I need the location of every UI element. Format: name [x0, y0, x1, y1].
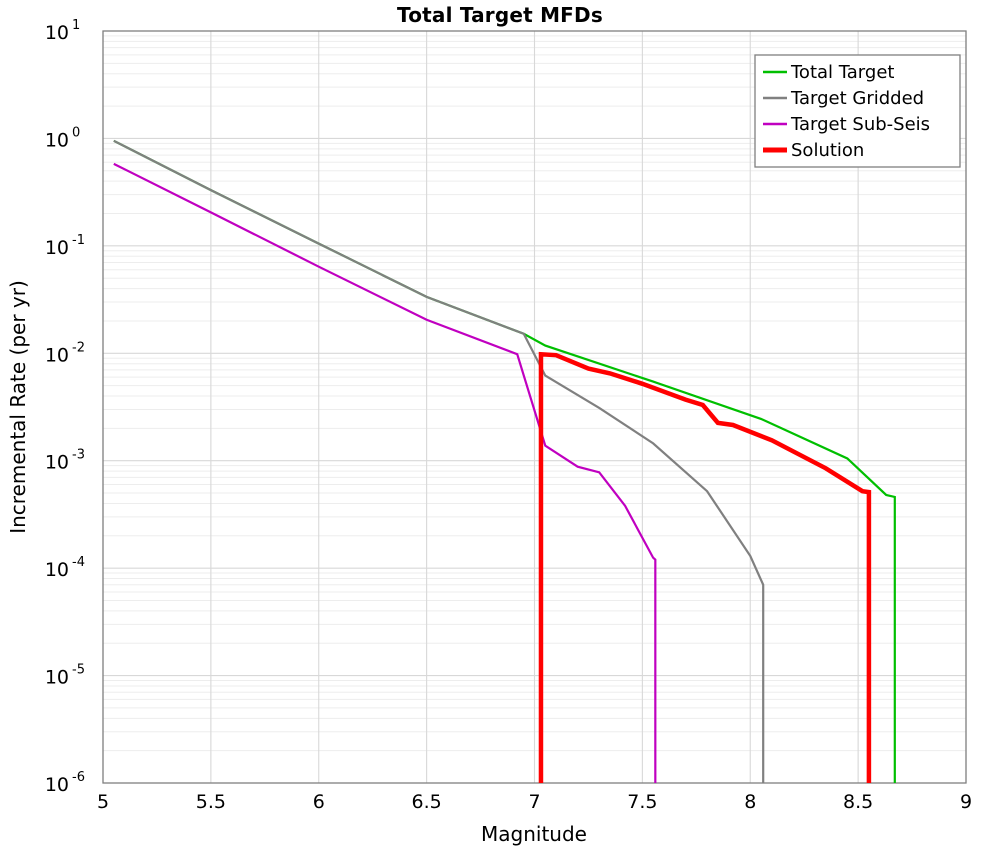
x-tick-label: 5.5 [196, 791, 226, 813]
legend-box [754, 54, 961, 168]
y-tick-mantissa: 10 [45, 774, 69, 796]
x-axis-title: Magnitude [481, 822, 587, 846]
legend-label: Target Sub-Seis [790, 114, 930, 135]
x-axis-ticks: 5 5.5 6 6.5 7 7.5 8 8.5 9 [97, 791, 972, 813]
x-tick-label: 6 [313, 791, 325, 813]
y-tick-label: 10 0 [45, 125, 80, 151]
y-tick-label: 10 -1 [45, 233, 85, 259]
series-line-target-sub-seis [113, 162, 657, 783]
series-line-target-gridded [113, 139, 765, 783]
legend-label: Total Target [790, 62, 894, 83]
x-tick-label: 8 [744, 791, 756, 813]
y-tick-label: 10 -5 [45, 663, 85, 689]
y-tick-exponent: -5 [72, 663, 85, 678]
chart-title: Total Target MFDs [397, 3, 603, 27]
x-tick-label: 8.5 [843, 791, 873, 813]
series-line-solution [538, 351, 872, 783]
y-tick-exponent: -2 [72, 340, 85, 355]
series-line-total-target [113, 139, 896, 783]
y-tick-label: 10 1 [45, 18, 80, 44]
y-tick-exponent: -6 [72, 770, 85, 785]
chart-legend: Total Target Target Gridded Target Sub-Sei… [754, 54, 961, 168]
legend-label: Target Gridded [790, 88, 924, 109]
y-tick-mantissa: 10 [45, 22, 69, 44]
plot-frame [102, 30, 967, 784]
x-tick-label: 7 [528, 791, 540, 813]
x-tick-label: 5 [97, 791, 109, 813]
major-gridlines [102, 30, 967, 784]
y-tick-label: 10 -3 [45, 448, 85, 474]
x-tick-label: 9 [960, 791, 972, 813]
y-tick-exponent: -1 [72, 233, 85, 248]
y-tick-exponent: 1 [72, 18, 80, 33]
y-tick-label: 10 -2 [45, 340, 85, 366]
y-tick-mantissa: 10 [45, 667, 69, 689]
data-series-group [113, 139, 896, 783]
y-tick-exponent: 0 [72, 125, 80, 140]
y-tick-exponent: -4 [72, 555, 85, 570]
y-axis-title: Incremental Rate (per yr) [6, 280, 30, 534]
x-tick-label: 6.5 [412, 791, 442, 813]
y-tick-mantissa: 10 [45, 559, 69, 581]
x-tick-label: 7.5 [627, 791, 657, 813]
legend-label: Solution [791, 140, 864, 161]
plot-border [102, 30, 967, 784]
y-tick-mantissa: 10 [45, 237, 69, 259]
y-tick-exponent: -3 [72, 448, 85, 463]
y-tick-mantissa: 10 [45, 344, 69, 366]
y-tick-label: 10 -6 [45, 770, 85, 796]
y-tick-label: 10 -4 [45, 555, 85, 581]
y-tick-mantissa: 10 [45, 452, 69, 474]
y-tick-mantissa: 10 [45, 129, 69, 151]
